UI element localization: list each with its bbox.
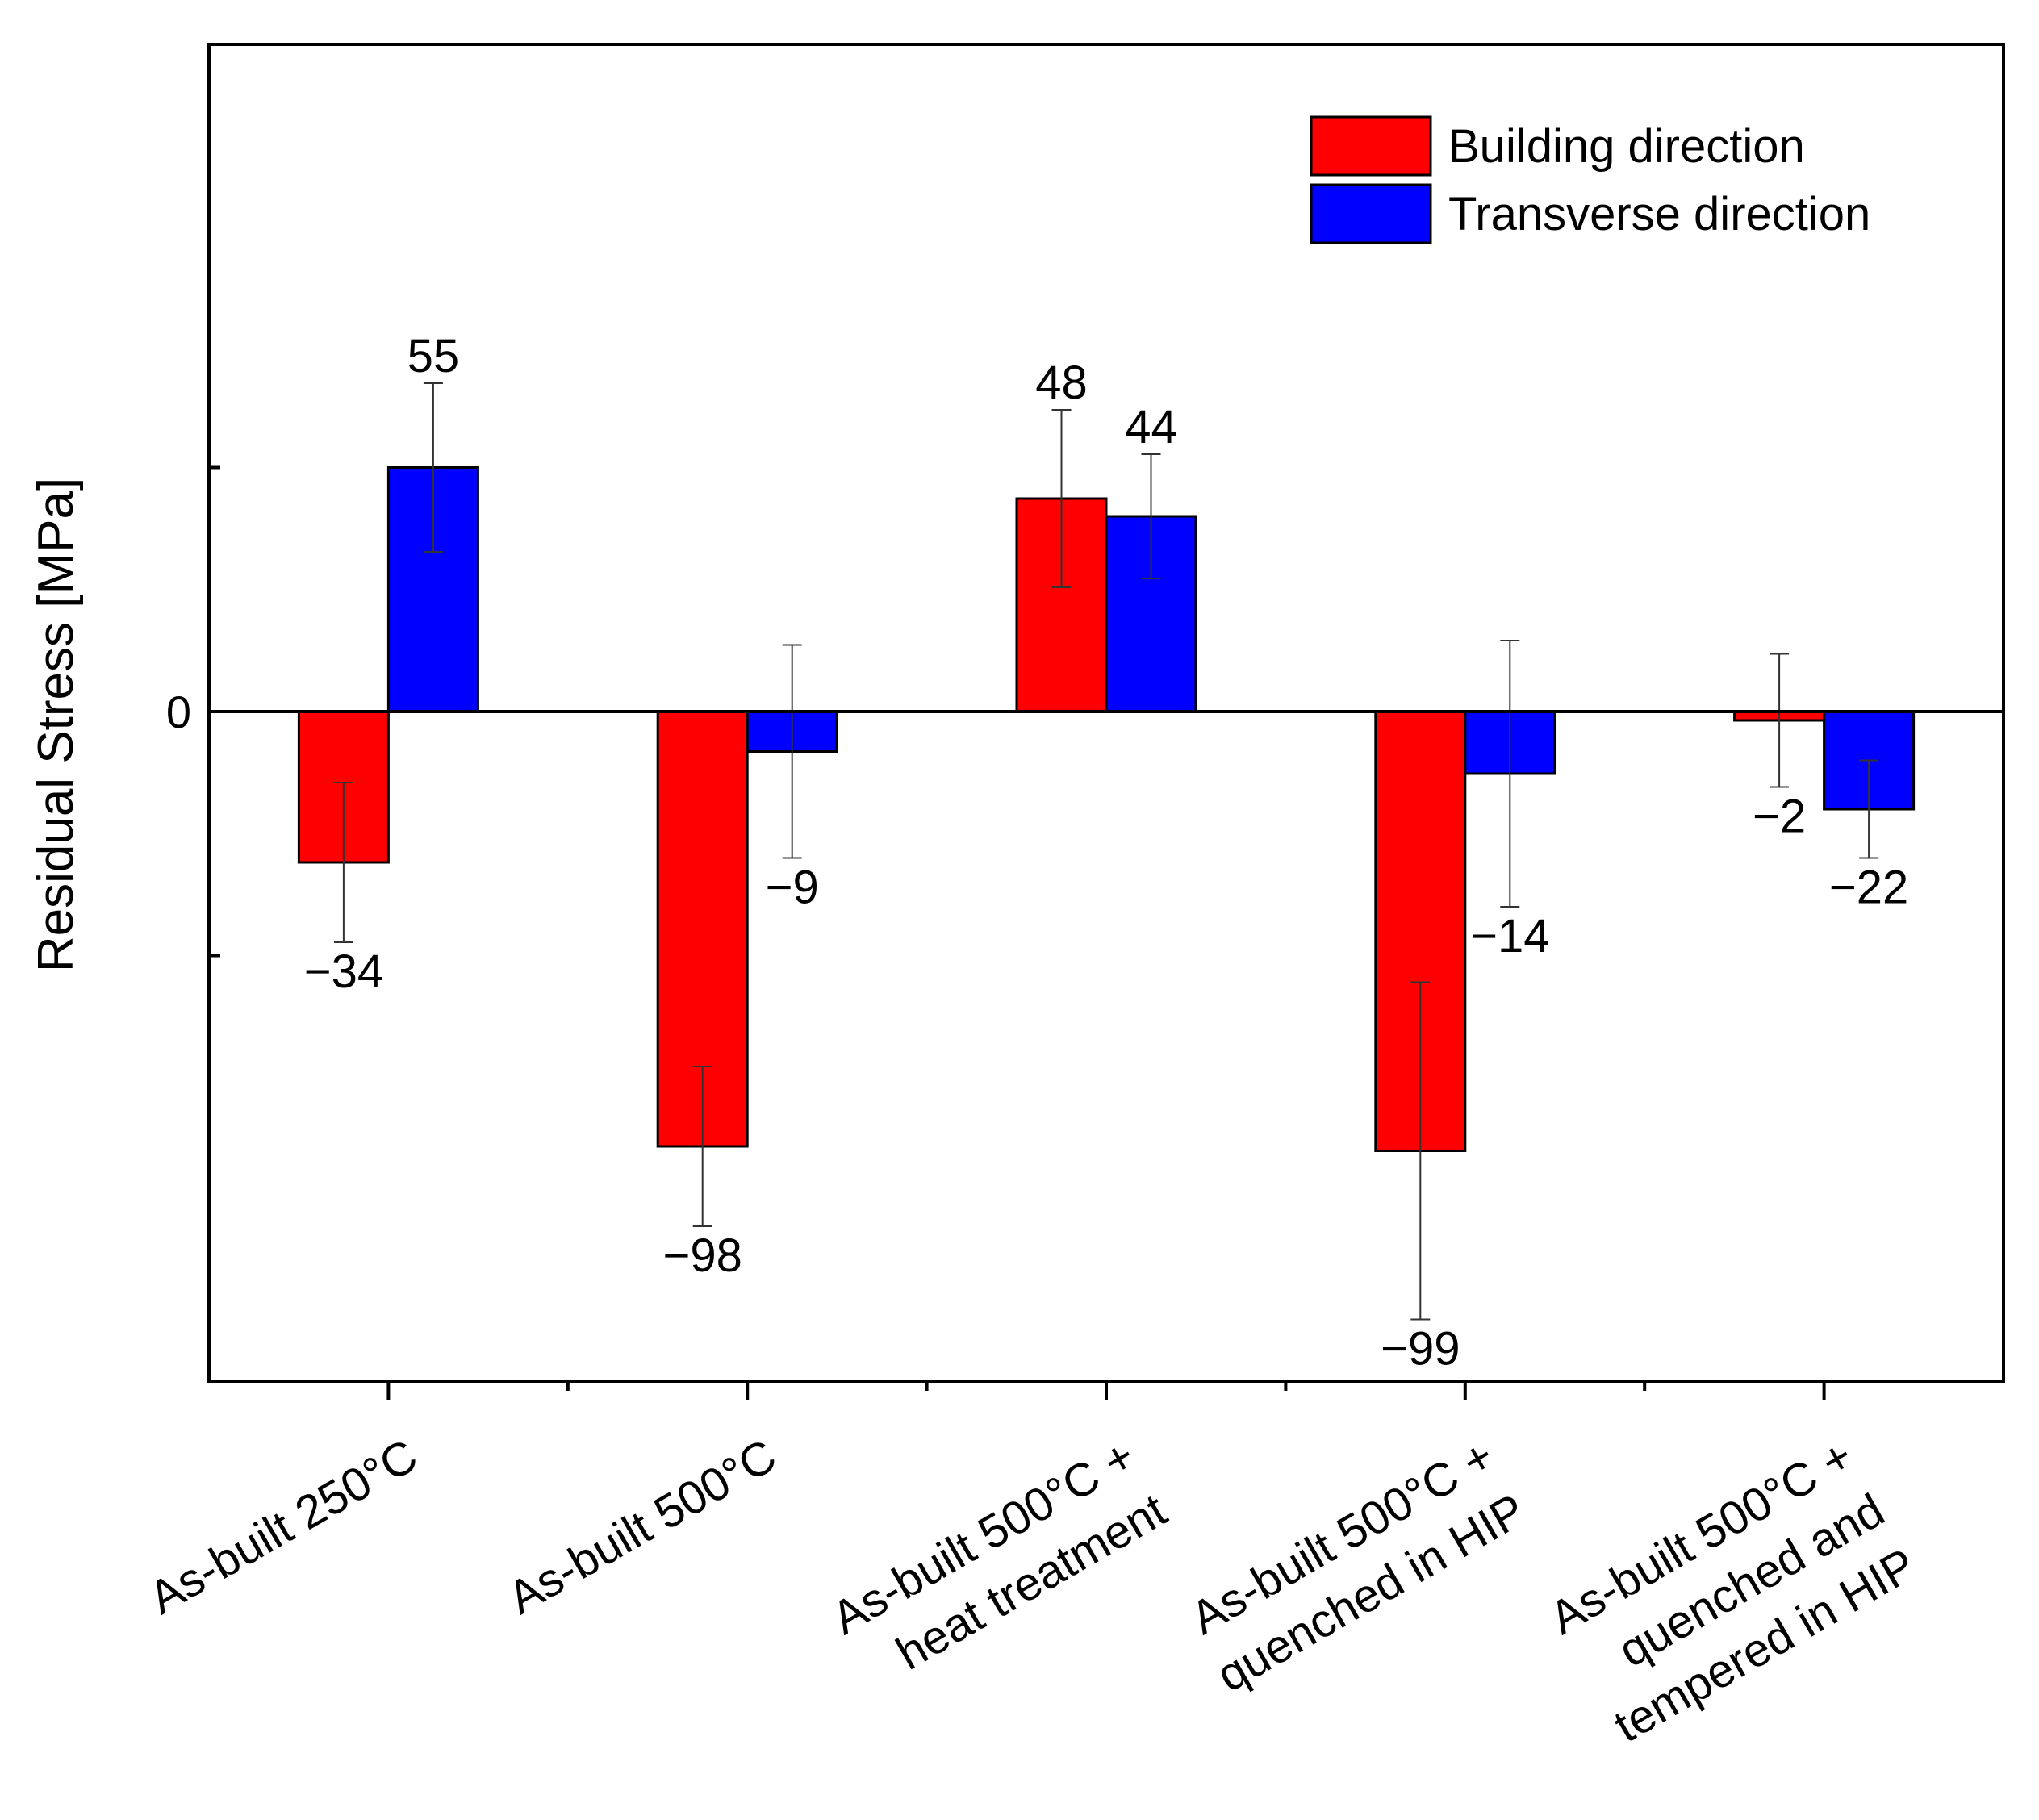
legend-label-transverse: Transverse direction xyxy=(1448,188,1870,240)
data-label-transverse-2: 44 xyxy=(1125,401,1177,453)
data-label-building-3: −99 xyxy=(1381,1323,1460,1375)
category-labels-layer: As-built 250°C As-built 500°C As-built 500… xyxy=(140,1430,1924,1753)
data-label-building-0: −34 xyxy=(304,945,383,998)
data-label-transverse-0: 55 xyxy=(407,330,460,382)
data-label-transverse-1: −9 xyxy=(766,862,819,914)
data-label-transverse-3: −14 xyxy=(1470,910,1549,962)
legend: Building direction Transverse direction xyxy=(1310,115,1870,244)
category-label-line: As-built 500°C xyxy=(499,1430,785,1625)
legend-swatch-transverse xyxy=(1310,183,1432,244)
data-label-transverse-4: −22 xyxy=(1829,862,1908,914)
axis-ticks-layer: 0 xyxy=(166,465,1826,1400)
data-label-building-4: −2 xyxy=(1753,791,1806,843)
data-labels-layer: −34 55 −98 −9 48 44 −99 −14 −2 −22 xyxy=(304,330,1909,1375)
bars-layer xyxy=(297,466,1916,1152)
y-tick-label: 0 xyxy=(166,687,191,737)
category-label-1: As-built 500°C xyxy=(499,1430,785,1625)
data-label-building-1: −98 xyxy=(663,1229,742,1282)
y-axis-label: Residual Stress [MPa] xyxy=(28,478,84,972)
category-label-line: As-built 250°C xyxy=(140,1430,426,1625)
data-label-building-2: 48 xyxy=(1035,357,1088,409)
legend-label-building: Building direction xyxy=(1448,120,1805,173)
error-bars-layer xyxy=(333,382,1879,1321)
category-label-3: As-built 500°C +quenched in HIP xyxy=(1182,1430,1534,1702)
category-label-2: As-built 500°C +heat treatment xyxy=(823,1430,1175,1680)
category-label-0: As-built 250°C xyxy=(140,1430,426,1625)
legend-swatch-building xyxy=(1310,115,1432,177)
